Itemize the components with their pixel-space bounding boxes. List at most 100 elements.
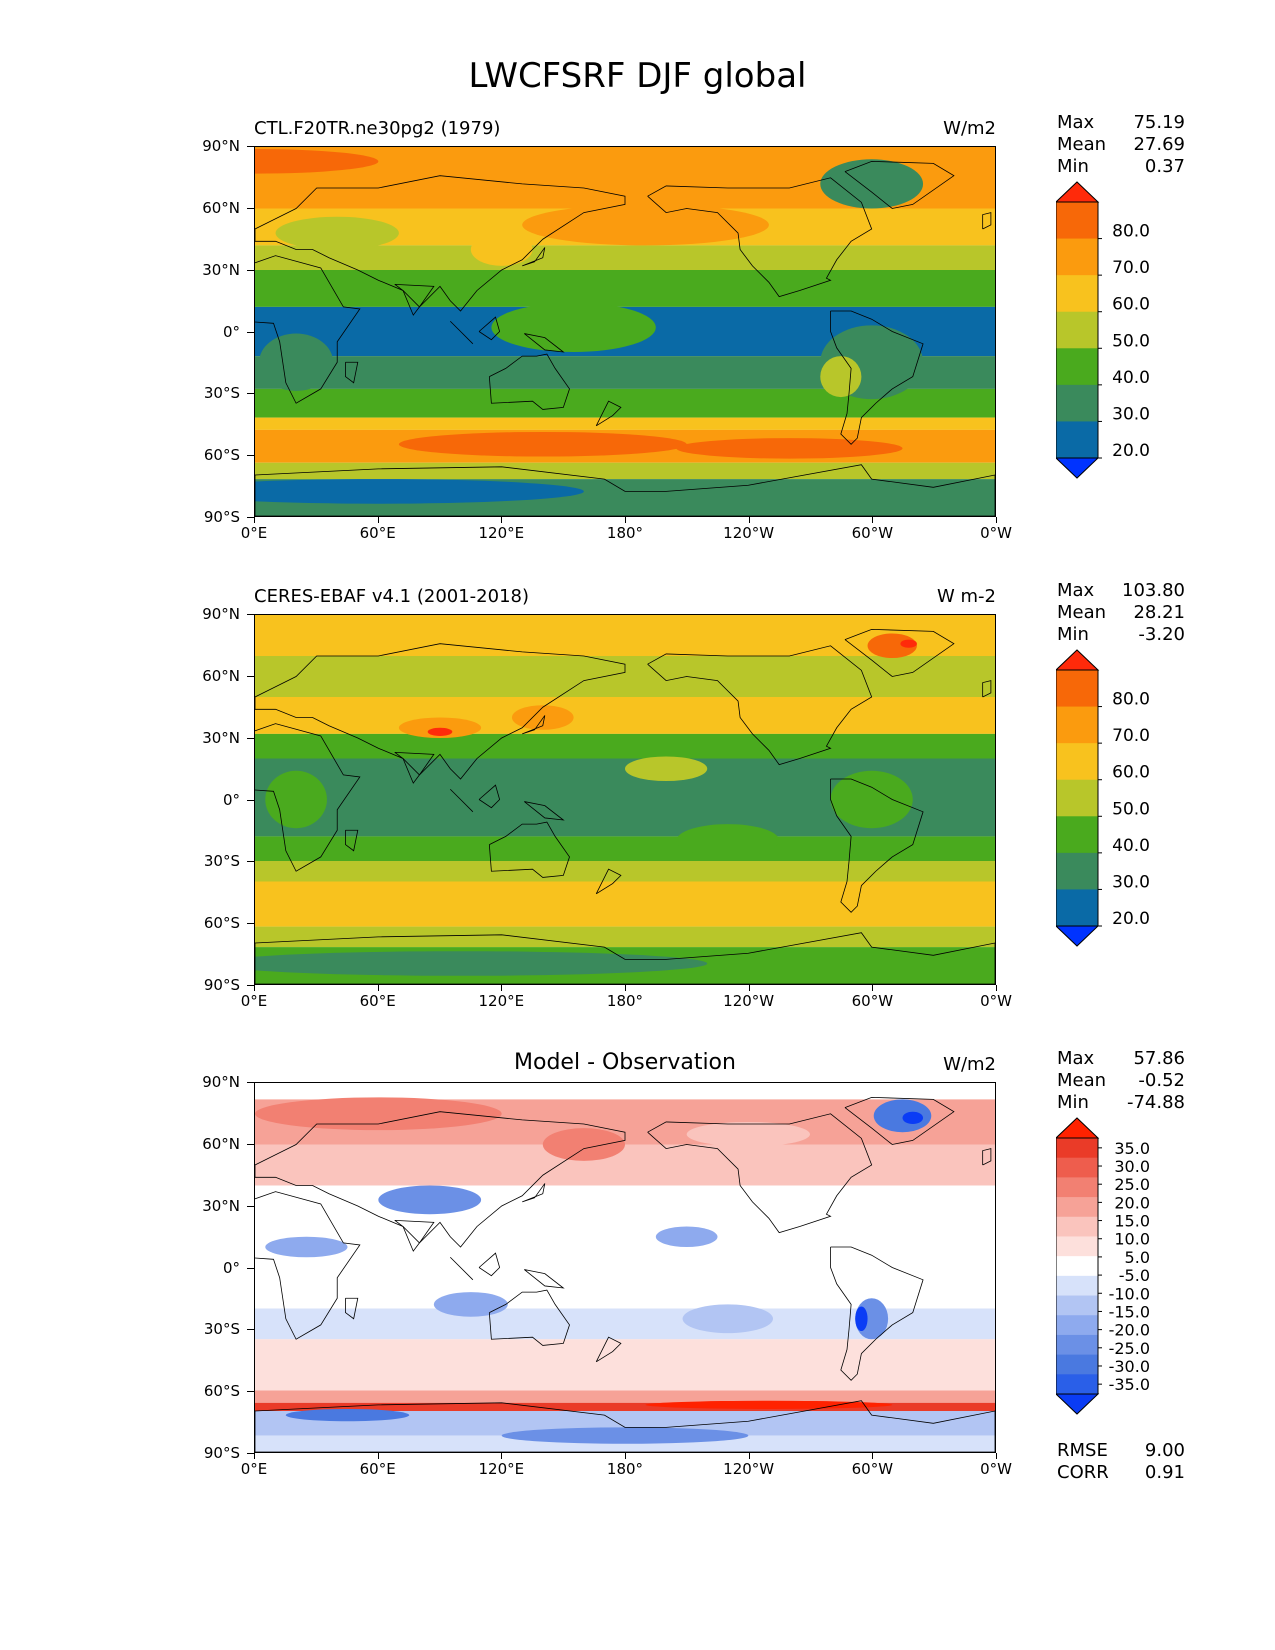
colorbar-tick-label: -25.0: [1109, 1339, 1150, 1358]
coastline: [449, 788, 474, 813]
stat-max-label: Max: [1057, 1048, 1095, 1069]
colorbar-swatch: [1056, 1157, 1098, 1178]
coastline: [255, 1400, 995, 1452]
field-patch: [255, 479, 584, 504]
lon-tick: [625, 517, 626, 523]
units-label: W m-2: [936, 586, 996, 607]
field-patch: [686, 1121, 810, 1147]
field-patch: [378, 1185, 482, 1215]
corr-label: CORR: [1057, 1462, 1109, 1483]
stat-min-label: Min: [1057, 624, 1089, 645]
field-patch: [265, 1236, 348, 1258]
panel-observation: CERES-EBAF v4.1 (2001-2018) W m-2 Max 103…: [0, 580, 1275, 1026]
colorbar-frame: [1056, 1137, 1099, 1395]
lon-tick: [254, 517, 255, 523]
colorbar: 35.0 30.0 25.0 20.0 15.0 10.0 5.0 -5.0 -10.0 -15.…: [1056, 1116, 1186, 1416]
stat-mean-label: Mean: [1057, 1070, 1107, 1091]
field-patch: [682, 1304, 773, 1334]
lon-tick: [872, 985, 874, 991]
colorbar-frame: [1056, 669, 1099, 927]
stat-max-label: Max: [1057, 112, 1095, 133]
stat-min-label: Min: [1057, 156, 1089, 177]
colorbar-swatch: [1056, 889, 1098, 927]
coastline: [255, 255, 361, 404]
colorbar-swatch: [1056, 1177, 1098, 1198]
lon-tick-label: 60°E: [359, 1460, 396, 1478]
colorbar-swatch: [1056, 348, 1098, 386]
field-patch: [645, 1400, 893, 1409]
field-patch: [867, 633, 917, 659]
colorbar-swatch: [1056, 202, 1098, 240]
coastline: [255, 1111, 626, 1248]
coastline: [255, 643, 626, 780]
lat-tick: [247, 675, 254, 677]
coastline: [345, 829, 359, 852]
colorbar-tick-label: 10.0: [1112, 946, 1150, 948]
lat-tick-label: 0°: [222, 322, 240, 341]
field-patch: [820, 356, 862, 398]
colorbar-swatch: [1056, 1334, 1098, 1356]
colorbar-swatch: [1056, 852, 1098, 890]
lon-tick-label: 0°E: [240, 1460, 268, 1478]
colorbar-tick-label: 70.0: [1112, 726, 1150, 746]
colorbar-extend-min: [1056, 925, 1100, 947]
panel-title: CTL.F20TR.ne30pg2 (1979): [254, 118, 501, 139]
field-patch: [501, 1427, 749, 1444]
coastline: [844, 1096, 955, 1145]
lat-tick: [247, 146, 254, 147]
colorbar-swatch: [1056, 1236, 1098, 1257]
lat-tick: [247, 393, 254, 395]
field-patch: [255, 1097, 502, 1131]
coastline: [595, 868, 622, 895]
field-band: [255, 1435, 995, 1452]
lat-tick-label: 30°S: [203, 384, 240, 403]
lon-tick-label: 0°E: [240, 992, 268, 1010]
colorbar-tick-label: 50.0: [1112, 799, 1150, 819]
map-area: [254, 1082, 996, 1453]
lat-tick-label: 60°N: [202, 666, 240, 685]
coastline: [982, 680, 992, 698]
lat-tick-label: 30°N: [202, 728, 240, 747]
lat-tick: [247, 331, 254, 333]
lat-tick-label: 60°S: [203, 914, 240, 933]
coastline: [595, 1336, 622, 1363]
lat-tick: [247, 517, 254, 518]
field-patch: [542, 1128, 625, 1161]
colorbar-extend-min: [1056, 457, 1100, 479]
field-patch: [676, 438, 903, 459]
lon-tick: [501, 985, 503, 991]
field-patch: [625, 756, 708, 782]
lon-tick: [625, 1453, 626, 1459]
lat-tick: [247, 737, 254, 739]
field-band: [255, 1083, 995, 1100]
coastline: [830, 1246, 924, 1381]
field-patch: [873, 1099, 932, 1133]
colorbar-tick-label: 15.0: [1114, 1212, 1150, 1231]
coastline: [255, 723, 361, 872]
lat-tick-label: 90°N: [202, 137, 240, 155]
lat-tick-label: 90°S: [203, 508, 240, 526]
field-patch: [398, 431, 687, 457]
lat-tick: [247, 269, 254, 271]
colorbar-tick-label: 10.0: [1114, 1230, 1150, 1249]
lon-tick: [996, 517, 997, 523]
rmse-label: RMSE: [1057, 1440, 1108, 1461]
field-patch: [676, 824, 780, 857]
field-patch: [522, 204, 769, 246]
colorbar-swatch: [1056, 779, 1098, 817]
panel-title: Model - Observation: [514, 1050, 736, 1075]
field-band: [255, 245, 995, 270]
lon-tick-label: 120°E: [478, 992, 525, 1010]
lat-tick: [247, 861, 254, 863]
colorbar-tick-label: 60.0: [1112, 763, 1150, 783]
coastline: [478, 1252, 501, 1277]
lat-tick: [247, 1329, 254, 1331]
colorbar: 80.070.060.050.040.030.020.010.00.0: [1056, 180, 1186, 480]
lon-tick: [254, 1453, 255, 1459]
lat-tick-label: 60°S: [203, 446, 240, 465]
colorbar-swatch: [1056, 1216, 1098, 1237]
colorbar-swatch: [1056, 1315, 1098, 1336]
stat-mean-value: 27.69: [1133, 134, 1185, 155]
colorbar-tick-label: 40.0: [1112, 368, 1150, 388]
lon-tick-label: 120°W: [723, 524, 775, 542]
